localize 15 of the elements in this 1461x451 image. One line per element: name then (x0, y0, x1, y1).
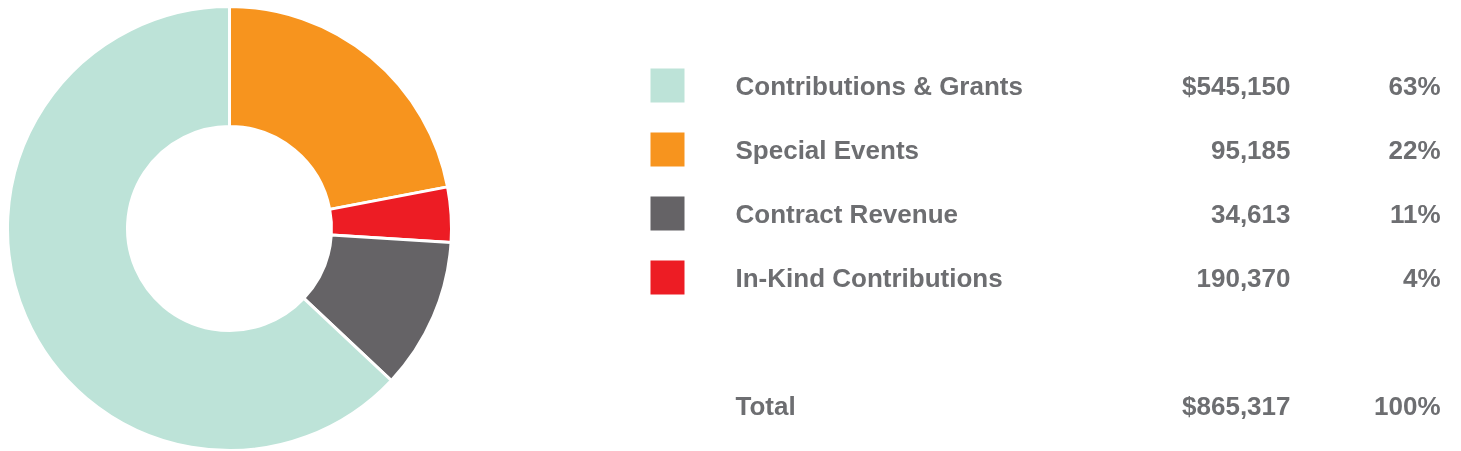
legend-label: In-Kind Contributions (735, 262, 1003, 293)
legend-label: Contract Revenue (735, 198, 958, 229)
data-label: 63% (1388, 70, 1441, 101)
text: 34,613 (1210, 198, 1291, 229)
text: Total (735, 390, 796, 421)
text: 190,370 (1196, 262, 1291, 293)
data-label: 11% (1389, 198, 1441, 229)
data-label: 4% (1402, 262, 1441, 293)
text: 95,185 (1210, 134, 1291, 165)
data-label: 22% (1388, 134, 1441, 165)
text: $545,150 (1182, 70, 1291, 101)
text: $865,317 (1182, 390, 1291, 421)
legend-label: Contributions & Grants (735, 70, 1023, 101)
legend-label: Special Events (735, 134, 920, 165)
text: 100% (1374, 390, 1441, 421)
